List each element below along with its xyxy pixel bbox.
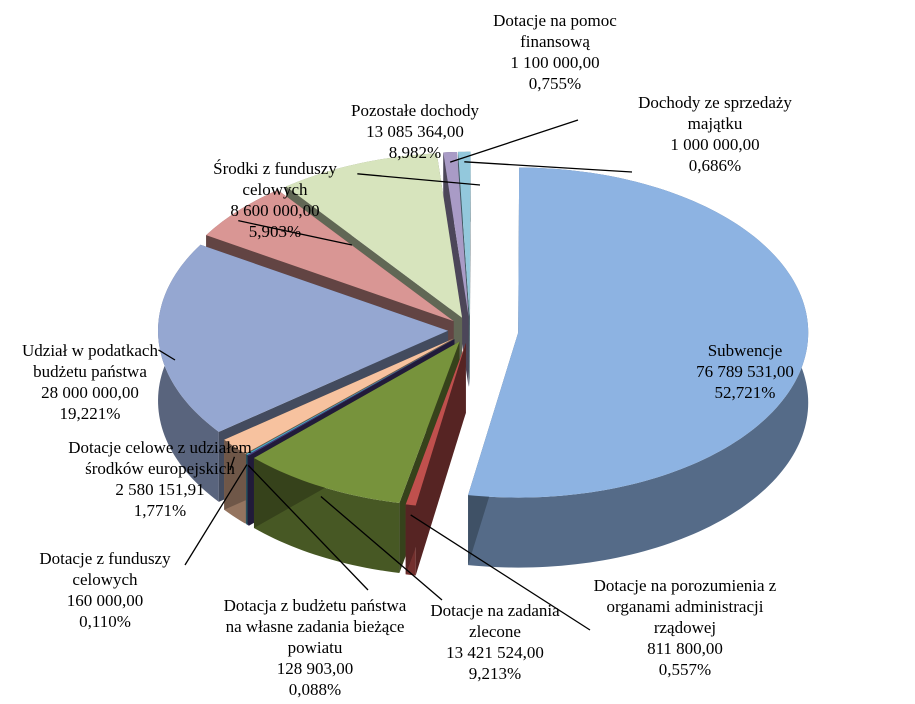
label-name: Dotacje na pomoc finansową [493,11,617,51]
label-value: 1 000 000,00 [670,135,760,154]
data-label: Środki z funduszy celowych 8 600 000,00 5,… [190,158,360,242]
leader-line [158,349,176,361]
pie [158,151,809,576]
label-name: Dotacje celowe z udziałem środków europe… [68,438,252,478]
leader-line [247,464,369,591]
label-value: 2 580 151,91 [115,480,205,499]
leader-line [238,220,353,246]
label-percent: 19,221% [59,404,121,423]
label-value: 811 800,00 [647,639,723,658]
label-percent: 0,755% [528,74,582,93]
slice-top [286,153,463,318]
label-percent: 9,213% [468,664,522,683]
data-label: Subwencje 76 789 531,00 52,721% [645,340,845,403]
data-label: Dotacje na porozumienia z organami admin… [580,575,790,680]
label-value: 13 421 524,00 [446,643,544,662]
label-percent: 52,721% [714,383,776,402]
label-percent: 0,686% [688,156,742,175]
label-percent: 0,557% [658,660,712,679]
label-name: Dotacje na porozumienia z organami admin… [593,576,777,637]
slice [405,342,466,576]
data-label: Pozostałe dochody 13 085 364,00 8,982% [330,100,500,163]
label-percent: 1,771% [133,501,187,520]
label-value: 13 085 364,00 [366,122,464,141]
label-percent: 0,088% [288,680,342,699]
leader-line [410,514,591,631]
slice-side [443,152,469,387]
slice-top [246,339,455,455]
slice-top [443,151,469,317]
slice-top [224,338,454,454]
slice [468,167,809,568]
data-label: Dotacje na zadania zlecone 13 421 524,00 9… [410,600,580,684]
data-label: Udział w podatkach budżetu państwa 28 000… [3,340,178,424]
data-label: Dotacje z funduszy celowych 160 000,00 0,1… [15,548,195,632]
slice-top [458,151,471,317]
label-name: Dotacje z funduszy celowych [39,549,171,589]
data-label: Dotacja z budżetu państwa na własne zada… [215,595,415,700]
label-value: 128 903,00 [276,659,354,678]
label-percent: 5,903% [248,222,302,241]
slice-top [247,339,455,456]
slice [443,151,469,387]
label-name: Środki z funduszy celowych [213,159,337,199]
label-name: Udział w podatkach budżetu państwa [22,341,158,381]
label-value: 76 789 531,00 [696,362,794,381]
slice-side [405,342,466,575]
label-name: Dotacje na zadania zlecone [430,601,560,641]
slice-top [206,189,454,322]
label-value: 28 000 000,00 [41,383,139,402]
label-percent: 8,982% [388,143,442,162]
label-name: Subwencje [707,341,783,360]
label-name: Pozostałe dochody [351,101,479,120]
leader-line [320,496,443,601]
label-name: Dochody ze sprzedaży majątku [638,93,792,133]
data-label: Dotacje celowe z udziałem środków europe… [65,437,255,521]
slice-side [469,151,471,387]
slice-top [468,167,809,498]
leader-line [229,456,236,471]
leader-line [449,119,579,163]
leader-line [357,173,481,186]
label-value: 160 000,00 [66,591,144,610]
label-name: Dotacja z budżetu państwa na własne zada… [223,596,407,657]
data-label: Dotacje na pomoc finansową 1 100 000,00 0,… [470,10,640,94]
leader-line [184,464,248,566]
label-percent: 0,110% [79,612,131,631]
slice-top [253,341,460,504]
leader-line [464,161,633,173]
slice-top [405,342,466,506]
label-value: 8 600 000,00 [230,201,320,220]
label-value: 1 100 000,00 [510,53,600,72]
data-label: Dochody ze sprzedaży majątku 1 000 000,00… [620,92,810,176]
slice-top [158,244,449,432]
